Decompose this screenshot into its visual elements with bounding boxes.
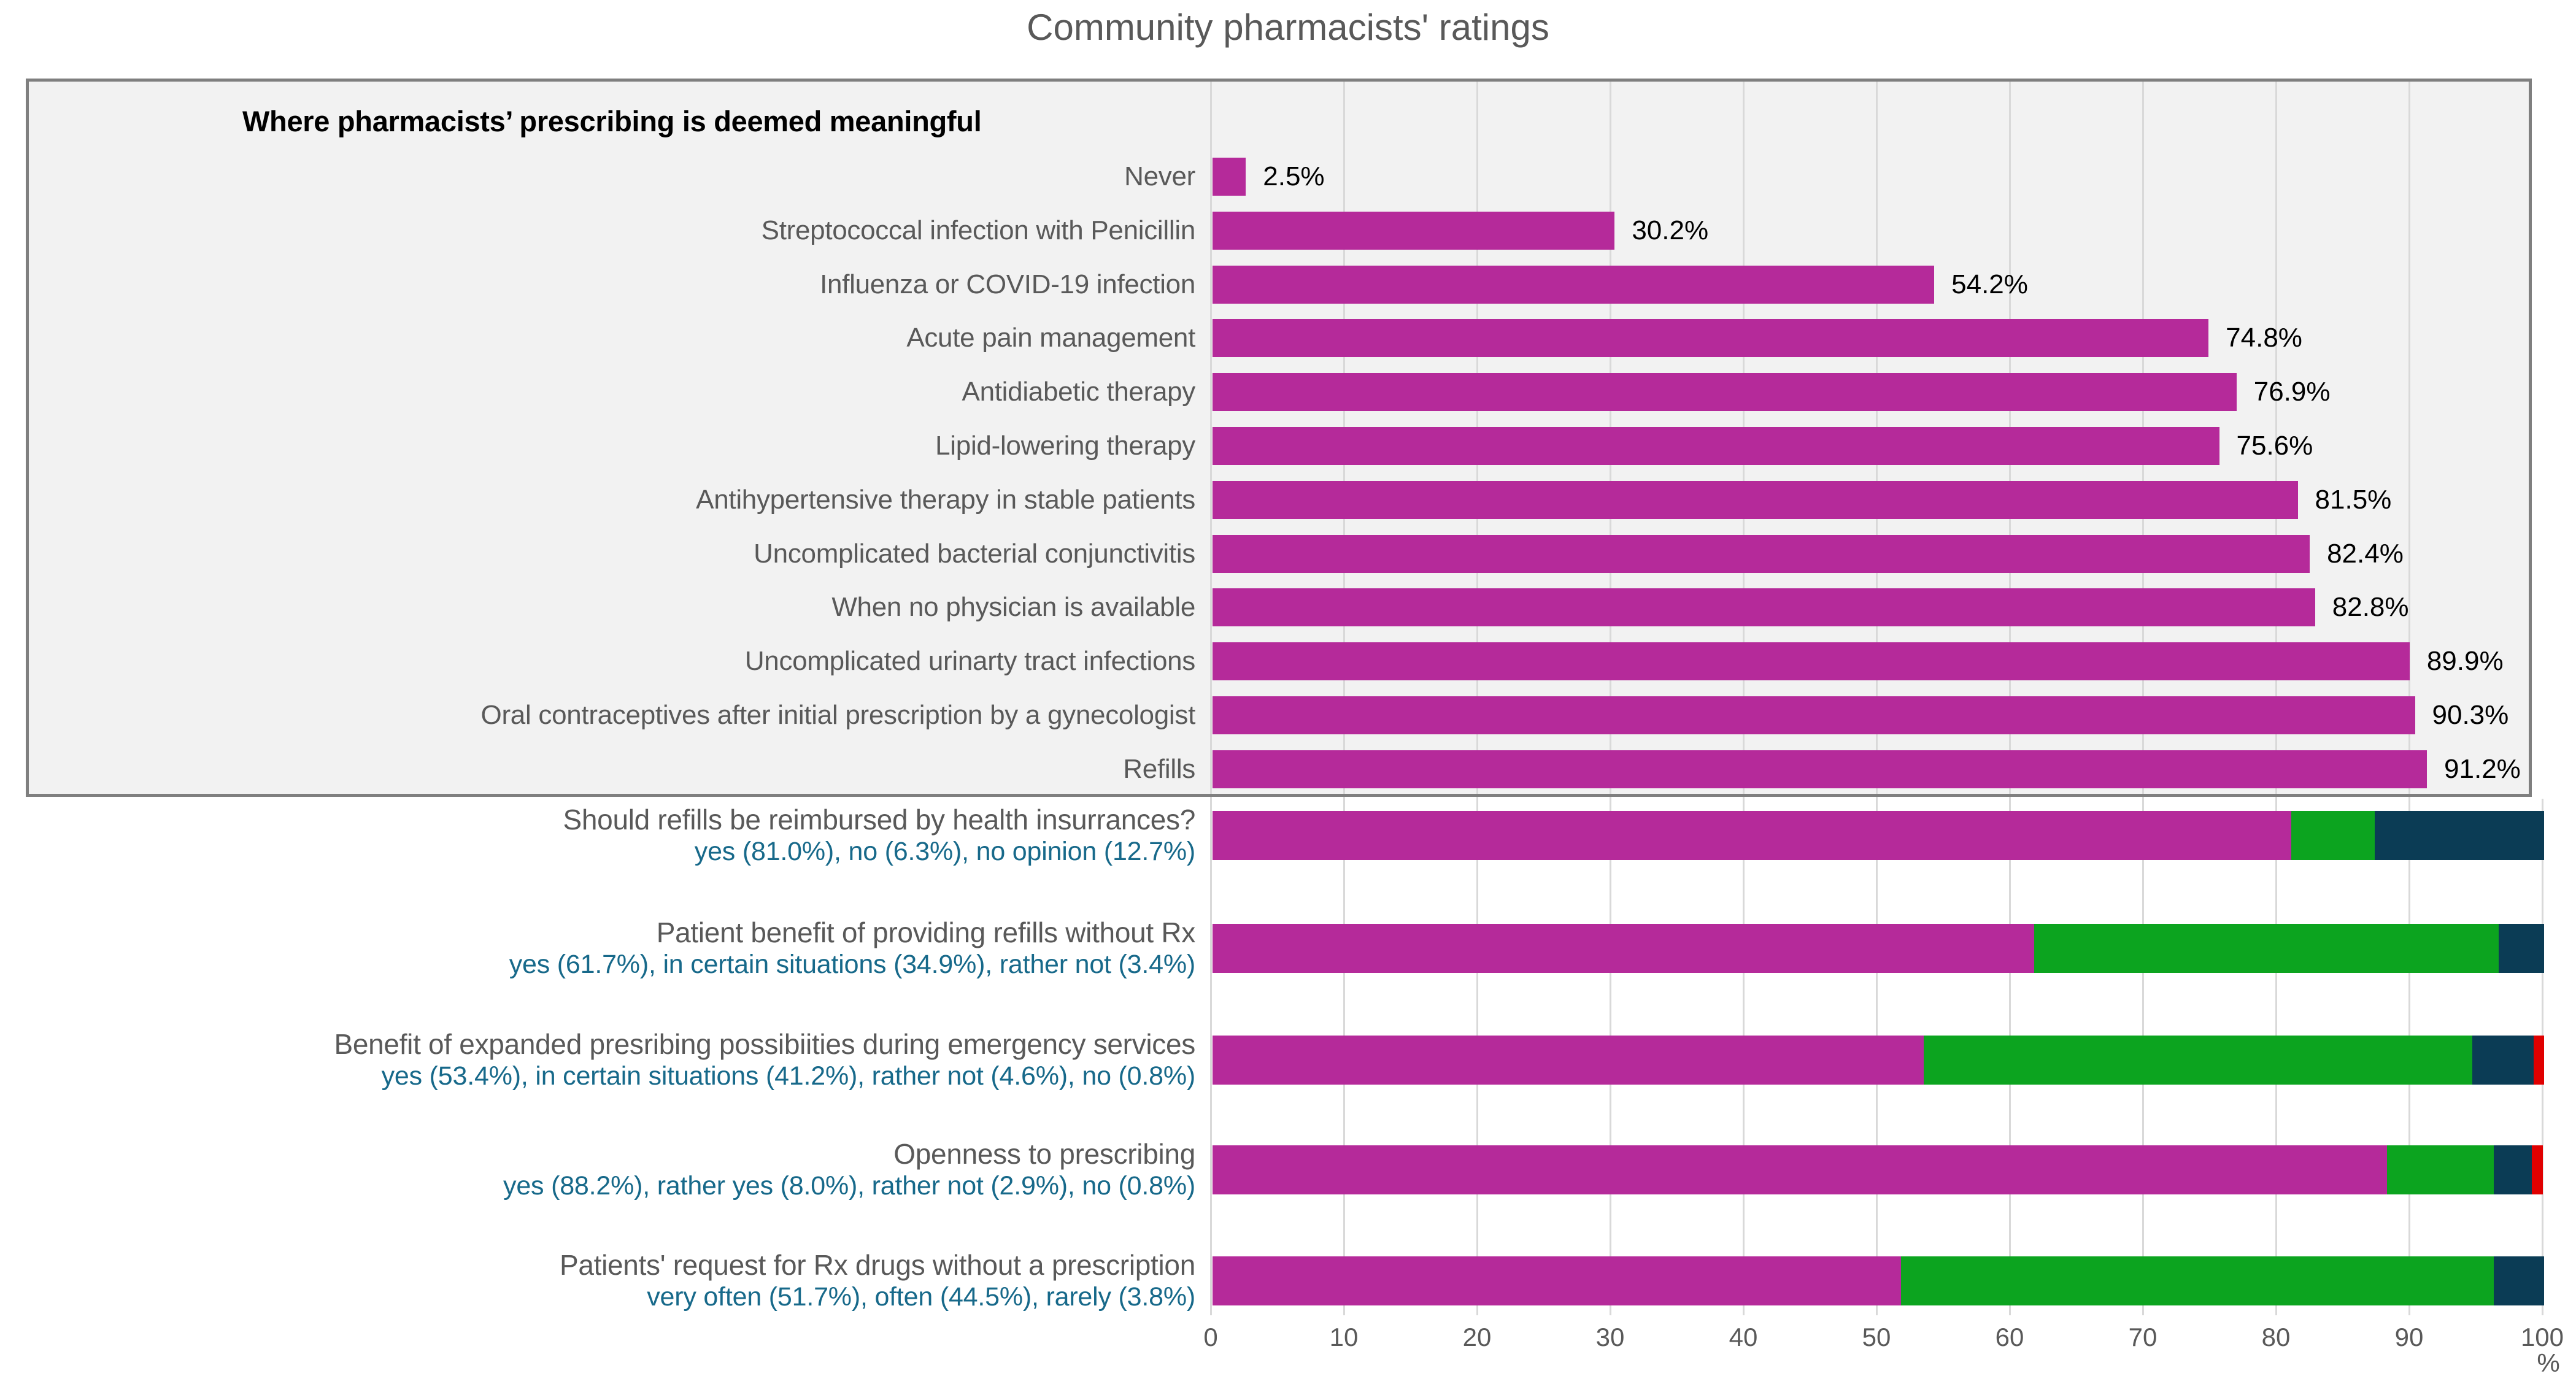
x-axis-tick-0: 0	[1203, 1323, 1218, 1351]
bar	[1213, 750, 2428, 788]
bar-value-label: 91.2%	[2444, 753, 2521, 784]
bar-label: Oral contraceptives after initial prescr…	[480, 700, 1196, 730]
bar-label: Acute pain management	[906, 323, 1195, 353]
bar-label: Antihypertensive therapy in stable patie…	[696, 484, 1195, 515]
bar-label: Influenza or COVID-19 infection	[820, 269, 1195, 299]
x-axis-tick-20: 20	[1462, 1323, 1492, 1351]
stacked-segment-in-certain-situations	[2034, 924, 2499, 973]
bar-label: Antidiabetic therapy	[962, 377, 1196, 407]
stacked-segment-no	[2533, 1036, 2544, 1085]
x-axis-tick-10: 10	[1329, 1323, 1359, 1351]
stacked-segment-yes	[1213, 1145, 2387, 1194]
stacked-row-label: Patients' request for Rx drugs without a…	[560, 1249, 1195, 1312]
stacked-segment-yes	[1213, 924, 2034, 973]
stacked-row-label: Benefit of expanded presribing possibiit…	[334, 1028, 1195, 1091]
chart-title: Community pharmacists' ratings	[1027, 7, 1549, 48]
stacked-segment-in-certain-situations	[1923, 1036, 2472, 1085]
prescribing-box-header: Where pharmacists’ prescribing is deemed…	[242, 105, 982, 137]
bar-value-label: 74.8%	[2226, 323, 2302, 353]
bar	[1213, 265, 1935, 304]
stacked-segment-yes	[1213, 811, 2291, 860]
bar-label: Lipid-lowering therapy	[935, 431, 1195, 461]
x-axis-tick-70: 70	[2128, 1323, 2158, 1351]
stacked-segment-rather-not	[2499, 924, 2544, 973]
stacked-row-label: Openness to prescribing yes (88.2%), rath…	[503, 1138, 1195, 1201]
x-axis-tick-40: 40	[1729, 1323, 1758, 1351]
stacked-row-question: Should refills be reimbursed by health i…	[563, 804, 1196, 836]
bar-label: When no physician is available	[831, 592, 1195, 623]
x-axis-tick-80: 80	[2261, 1323, 2291, 1351]
stacked-row-breakdown: very often (51.7%), often (44.5%), rarel…	[647, 1282, 1195, 1312]
stacked-row-label: Should refills be reimbursed by health i…	[563, 804, 1196, 867]
stacked-segment-often	[1900, 1256, 2494, 1305]
stacked-row-question: Benefit of expanded presribing possibiit…	[334, 1028, 1195, 1060]
stacked-segment-no	[2291, 811, 2375, 860]
x-axis-tick-100: 100	[2520, 1323, 2564, 1351]
x-axis-tick-50: 50	[1862, 1323, 1891, 1351]
bar-value-label: 81.5%	[2315, 484, 2392, 515]
stacked-row-breakdown: yes (61.7%), in certain situations (34.9…	[509, 950, 1195, 979]
stacked-segment-no	[2532, 1145, 2543, 1194]
bar	[1213, 696, 2415, 734]
gridline-0	[1209, 81, 1212, 1315]
stacked-segment-rather-not	[2472, 1036, 2534, 1085]
stacked-row-question: Patients' request for Rx drugs without a…	[559, 1249, 1195, 1281]
bar-value-label: 2.5%	[1263, 161, 1325, 191]
bar-label: Never	[1124, 161, 1195, 191]
x-axis-tick-90: 90	[2394, 1323, 2424, 1351]
bar	[1213, 319, 2209, 358]
bar	[1213, 480, 2298, 519]
stacked-row-breakdown: yes (81.0%), no (6.3%), no opinion (12.7…	[694, 837, 1195, 866]
stacked-row-question: Patient benefit of providing refills wit…	[656, 917, 1196, 948]
x-axis-tick-30: 30	[1595, 1323, 1625, 1351]
bar-value-label: 54.2%	[1951, 269, 2028, 299]
bar	[1213, 211, 1615, 250]
bar-label: Uncomplicated bacterial conjunctivitis	[754, 538, 1195, 569]
stacked-segment-rarely	[2493, 1256, 2544, 1305]
bar-value-label: 30.2%	[1632, 215, 1709, 245]
bar	[1213, 373, 2237, 412]
bar-label: Refills	[1123, 753, 1195, 784]
bar	[1213, 158, 1246, 196]
stacked-segment-rather-yes	[2386, 1145, 2494, 1194]
stacked-row-question: Openness to prescribing	[893, 1138, 1195, 1170]
bar	[1213, 642, 2410, 681]
stacked-row-breakdown: yes (88.2%), rather yes (8.0%), rather n…	[503, 1171, 1195, 1201]
bar-value-label: 76.9%	[2253, 377, 2331, 407]
stacked-segment-rather-not	[2493, 1145, 2532, 1194]
bar-value-label: 75.6%	[2236, 431, 2313, 461]
bar-value-label: 82.8%	[2332, 592, 2409, 623]
bar-label: Uncomplicated urinarty tract infections	[744, 646, 1195, 677]
bar	[1213, 534, 2310, 573]
bar-value-label: 89.9%	[2426, 646, 2504, 677]
bar	[1213, 427, 2219, 465]
bar-value-label: 82.4%	[2327, 538, 2404, 569]
stacked-row-label: Patient benefit of providing refills wit…	[509, 917, 1196, 980]
bar	[1213, 588, 2315, 627]
stacked-row-breakdown: yes (53.4%), in certain situations (41.2…	[381, 1061, 1196, 1091]
stacked-segment-no-opinion	[2375, 811, 2544, 860]
stacked-segment-yes	[1213, 1036, 1924, 1085]
x-axis-unit-label: %	[2537, 1348, 2560, 1376]
bar-value-label: 90.3%	[2432, 700, 2509, 730]
bar-label: Streptococcal infection with Penicillin	[761, 215, 1196, 245]
x-axis-tick-60: 60	[1995, 1323, 2024, 1351]
stacked-segment-very-often	[1213, 1256, 1901, 1305]
